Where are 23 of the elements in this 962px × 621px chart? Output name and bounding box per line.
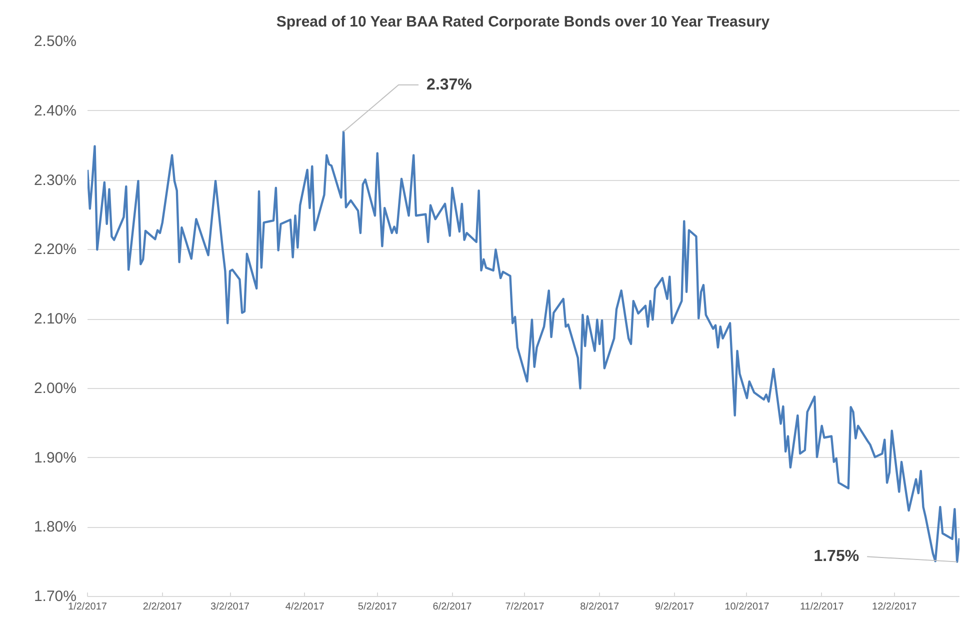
y-tick-label: 1.90% xyxy=(34,449,77,466)
x-tick-label: 10/2/2017 xyxy=(724,602,770,612)
x-tick-label: 8/2/2017 xyxy=(580,602,620,612)
annotation: 1.75% xyxy=(814,548,860,566)
y-tick-label: 2.30% xyxy=(34,172,77,189)
x-tick-label: 5/2/2017 xyxy=(358,602,398,612)
y-tick-label: 2.00% xyxy=(34,380,77,397)
x-tick-label: 2/2/2017 xyxy=(142,602,182,612)
x-tick-label: 3/2/2017 xyxy=(210,602,250,612)
line-series xyxy=(88,130,960,563)
x-tick-label: 9/2/2017 xyxy=(655,602,694,612)
x-tick-label: 11/2/2017 xyxy=(800,602,844,612)
x-tick-label: 12/2/2017 xyxy=(872,602,917,612)
y-tick-label: 1.80% xyxy=(34,518,77,536)
annotation: 2.37% xyxy=(426,76,472,94)
chart-title: Spread of 10 Year BAA Rated Corporate Bonds over 10 Year Treasury xyxy=(276,14,770,30)
y-tick-label: 2.10% xyxy=(34,310,77,328)
y-tick-label: 2.40% xyxy=(34,102,77,120)
x-tick-label: 6/2/2017 xyxy=(432,602,472,612)
x-tick-label: 7/2/2017 xyxy=(505,602,545,612)
y-tick-label: 2.20% xyxy=(34,241,77,258)
y-tick-label: 2.50% xyxy=(34,33,77,50)
x-tick-label: 4/2/2017 xyxy=(285,602,325,612)
